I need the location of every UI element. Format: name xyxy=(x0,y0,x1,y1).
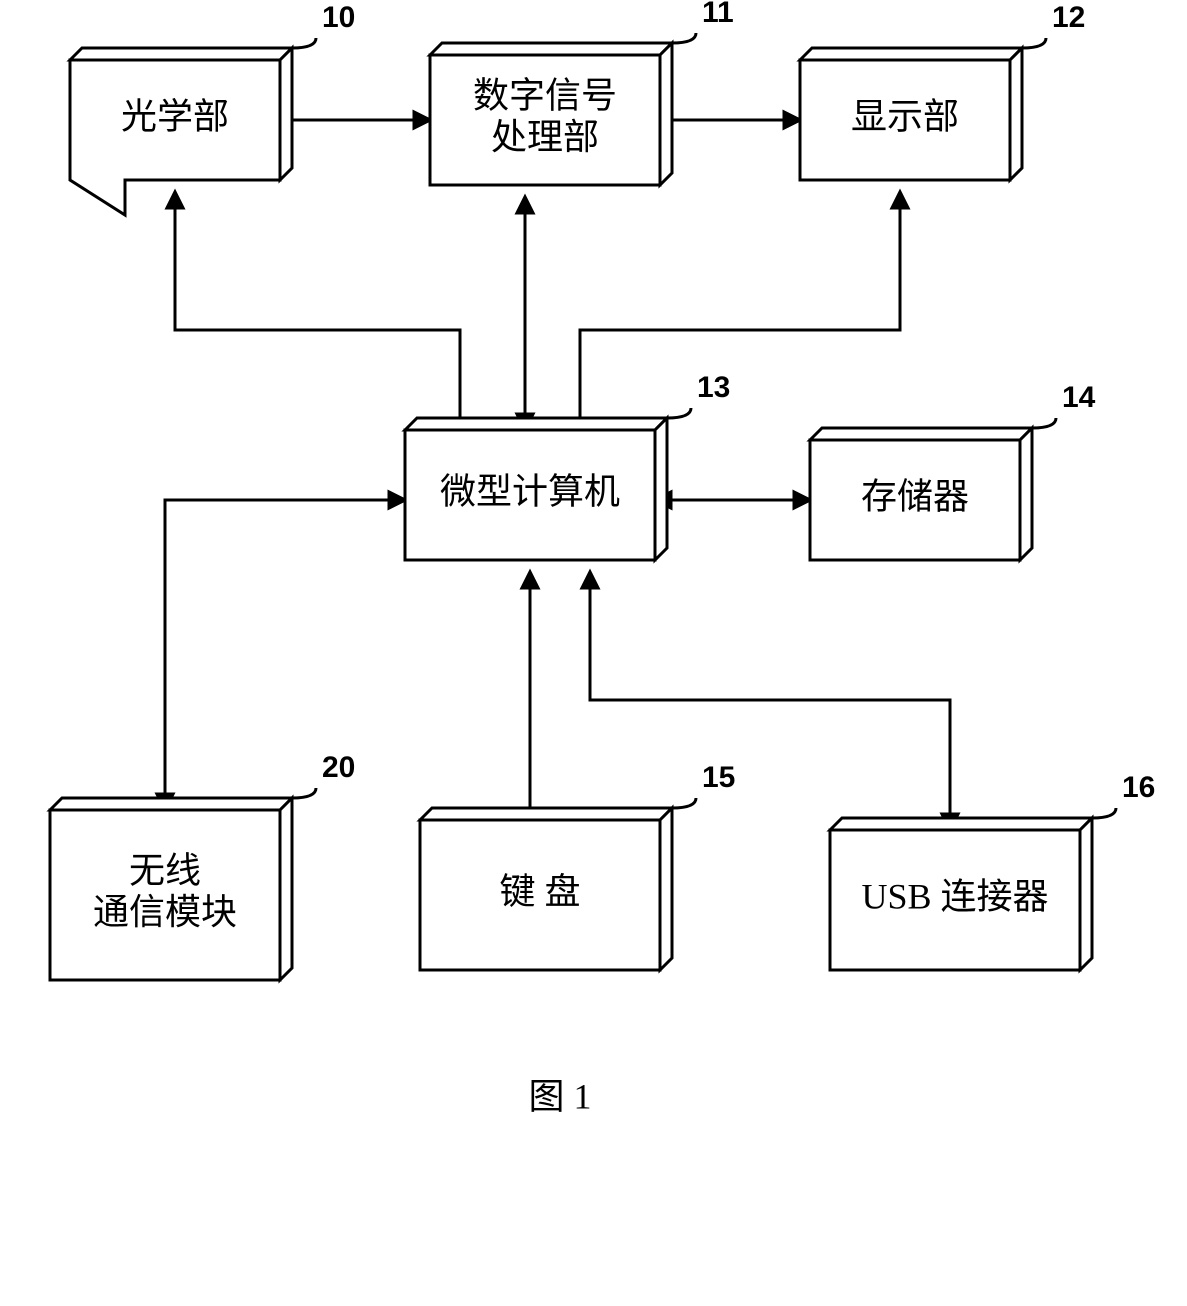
node-11-text: 处理部 xyxy=(491,117,599,157)
node-16-label: 16 xyxy=(1122,771,1155,804)
diagram-canvas: 光学部 10 数字信号处理部 11 显示部 12 微型计算机 13 存储器 14 无线通信模块 20 键… xyxy=(0,0,1187,1306)
node-13-text: 微型计算机 xyxy=(440,471,620,511)
edge-13-16 xyxy=(590,572,950,830)
node-14-label: 14 xyxy=(1062,381,1096,414)
node-20-text: 通信模块 xyxy=(93,892,237,932)
node-16: USB 连接器 16 xyxy=(830,771,1155,970)
edge-13-10 xyxy=(175,192,460,430)
node-12-label: 12 xyxy=(1052,1,1085,34)
node-13-label: 13 xyxy=(697,371,730,404)
node-11: 数字信号处理部 11 xyxy=(430,0,734,185)
node-15: 键 盘 15 xyxy=(420,761,735,970)
edge-13-12 xyxy=(580,192,900,430)
node-16-text: USB 连接器 xyxy=(861,876,1048,916)
node-20: 无线通信模块 20 xyxy=(50,751,355,980)
node-10-text: 光学部 xyxy=(121,96,229,136)
node-15-label: 15 xyxy=(702,761,735,794)
node-10-label: 10 xyxy=(322,1,355,34)
node-20-label: 20 xyxy=(322,751,355,784)
node-11-text: 数字信号 xyxy=(473,76,617,116)
node-14: 存储器 14 xyxy=(810,381,1096,560)
node-15-text: 键 盘 xyxy=(499,871,580,911)
svg-text:图 1: 图 1 xyxy=(528,1076,591,1116)
node-12: 显示部 12 xyxy=(800,1,1085,180)
node-12-text: 显示部 xyxy=(851,96,959,136)
node-11-label: 11 xyxy=(702,0,734,29)
node-14-text: 存储器 xyxy=(861,476,969,516)
node-20-text: 无线 xyxy=(129,851,201,891)
node-13: 微型计算机 13 xyxy=(405,371,730,560)
edge-13-20 xyxy=(165,500,405,810)
node-10: 光学部 10 xyxy=(70,1,355,215)
